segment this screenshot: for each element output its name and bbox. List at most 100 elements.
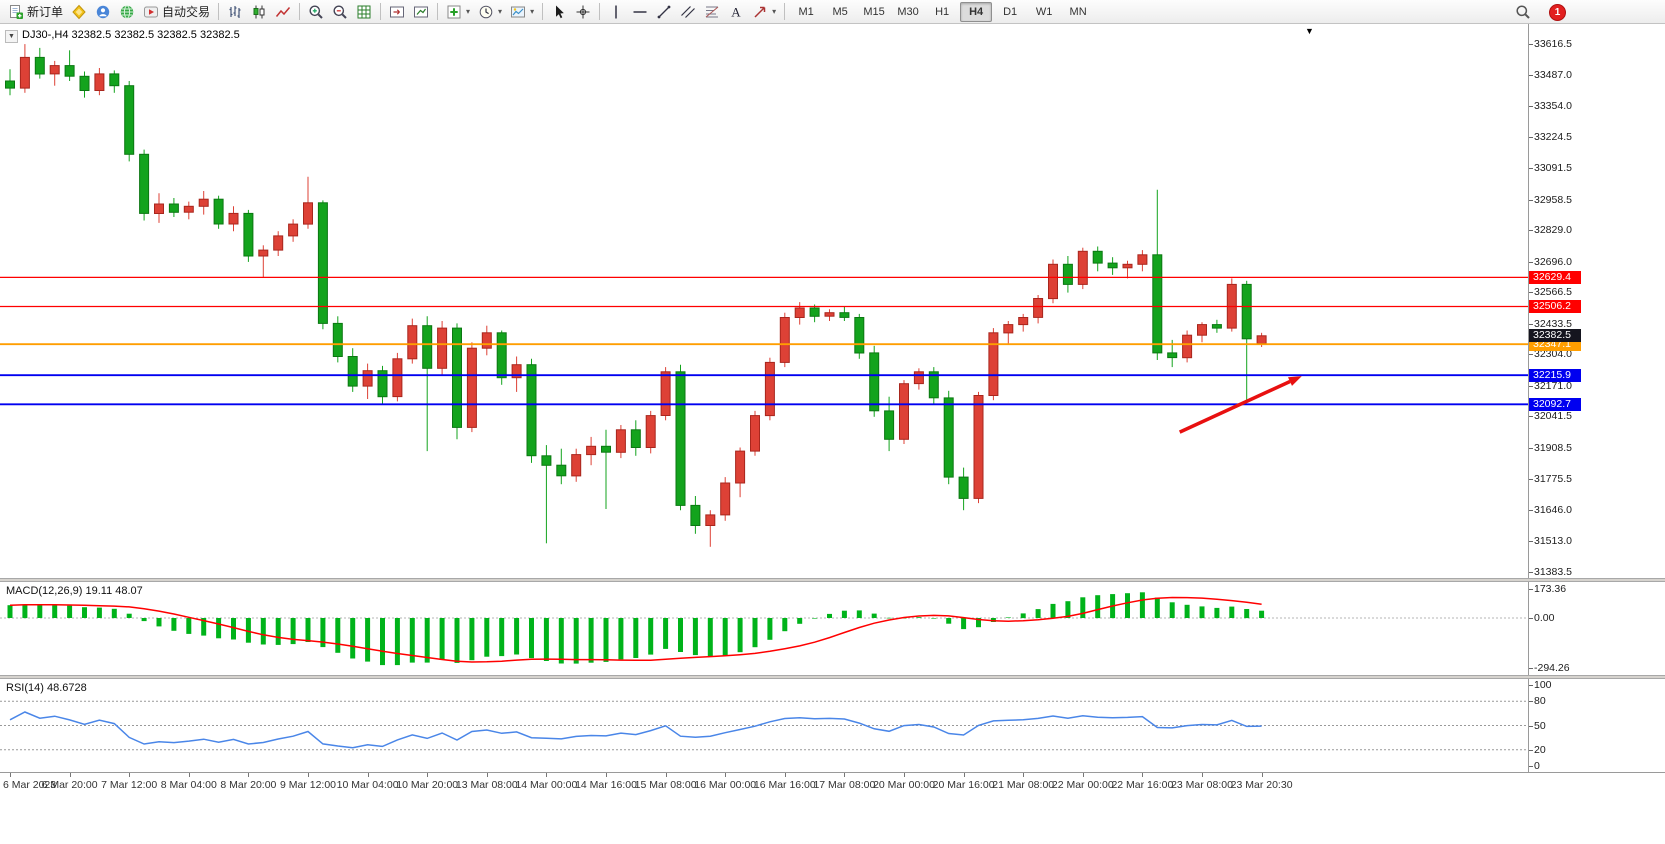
time-tick-label: 9 Mar 12:00: [279, 779, 337, 791]
trend-line-icon: [656, 4, 672, 20]
pane-separator[interactable]: [0, 675, 1665, 679]
axis-tickmark: [1529, 479, 1533, 481]
fibonacci-icon: [704, 4, 720, 20]
hline-price-label[interactable]: 32506.2: [1529, 300, 1581, 314]
rsi-level-label: 100: [1534, 679, 1552, 691]
text-button[interactable]: A: [724, 1, 748, 23]
metaeditor-button[interactable]: [67, 1, 91, 23]
search-button[interactable]: [1511, 1, 1535, 23]
channel-button[interactable]: [676, 1, 700, 23]
time-tick-label: 23 Mar 20:30: [1230, 779, 1293, 791]
toolbar-right: 1: [1511, 0, 1570, 24]
community-button[interactable]: [115, 1, 139, 23]
zoom-in-icon: [308, 4, 324, 20]
zoom-in-button[interactable]: [304, 1, 328, 23]
timeframe-m1-button[interactable]: M1: [798, 5, 814, 18]
crosshair-button[interactable]: [571, 1, 595, 23]
templates-button[interactable]: ▾: [506, 1, 538, 23]
timeframe-m5-button[interactable]: M5: [832, 5, 848, 18]
rsi-level-label: 0: [1534, 760, 1540, 772]
rsi-chart[interactable]: [0, 679, 1528, 772]
cursor-icon: [551, 4, 567, 20]
auto-scroll-button[interactable]: [409, 1, 433, 23]
axis-tickmark: [1529, 230, 1533, 232]
vline-button[interactable]: [604, 1, 628, 23]
time-tickmark: [1023, 773, 1025, 777]
axis-tickmark: [1529, 416, 1533, 418]
arrows-button[interactable]: ▾: [748, 1, 780, 23]
time-axis[interactable]: 6 Mar 2023 6 Mar 20:00 7 Mar 12:00 8 Mar 04…: [0, 772, 1665, 799]
timeframe-mn-button[interactable]: MN: [1069, 5, 1087, 18]
rsi-pane[interactable]: RSI(14) 48.6728: [0, 679, 1528, 772]
scroll-end-marker-icon[interactable]: ▼: [1305, 26, 1314, 36]
accounts-button[interactable]: [91, 1, 115, 23]
time-tickmark: [963, 773, 965, 777]
autotrade-button[interactable]: 自动交易: [139, 1, 214, 23]
trendline-button[interactable]: [652, 1, 676, 23]
fibo-button[interactable]: [700, 1, 724, 23]
toolbar-separator: [599, 3, 601, 20]
macd-chart[interactable]: [0, 582, 1528, 675]
notification-badge: 1: [1549, 3, 1566, 21]
pane-separator[interactable]: [0, 578, 1665, 582]
timeframe-w1-button[interactable]: W1: [1035, 5, 1053, 18]
time-tickmark: [725, 773, 727, 777]
time-tick-label: 16 Mar 00:00: [694, 779, 757, 791]
candle-chart-button[interactable]: [247, 1, 271, 23]
price-chart-pane[interactable]: ▼ DJ30-,H4 32382.5 32382.5 32382.5 32382…: [0, 24, 1528, 578]
dropdown-caret-icon: ▾: [772, 7, 777, 16]
time-tick-label: 20 Mar 00:00: [873, 779, 935, 791]
time-tickmark: [546, 773, 548, 777]
chart-shift-icon: [389, 4, 405, 20]
indicators-button[interactable]: ▾: [442, 1, 474, 23]
toolbar-separator: [437, 3, 439, 20]
autotrade-icon: [143, 4, 159, 20]
timeframe-m30-button[interactable]: M30: [897, 5, 919, 18]
hline-price-label[interactable]: 32092.7: [1529, 397, 1581, 411]
candlestick-chart[interactable]: [0, 24, 1528, 578]
time-tickmark: [248, 773, 250, 777]
tile-windows-button[interactable]: [352, 1, 376, 23]
search-icon: [1515, 4, 1531, 20]
price-axis[interactable]: 33616.5 33487.0 33354.0 33224.5 33091.5 32958…: [1528, 24, 1665, 578]
chart-shift-button[interactable]: [385, 1, 409, 23]
macd-zero-label: 0.00: [1534, 612, 1555, 625]
axis-tickmark: [1529, 199, 1533, 201]
dropdown-caret-icon: ▾: [530, 7, 535, 16]
hline-button[interactable]: [628, 1, 652, 23]
time-tickmark: [10, 773, 11, 777]
axis-tickmark: [1529, 74, 1533, 76]
hline-price-label[interactable]: 32215.9: [1529, 368, 1581, 382]
vertical-line-icon: [608, 4, 624, 20]
time-tick-label: 20 Mar 16:00: [932, 779, 995, 791]
timeframe-h4-button[interactable]: H4: [960, 1, 993, 22]
zoom-out-button[interactable]: [328, 1, 352, 23]
chart-menu-caret-icon[interactable]: ▼: [5, 30, 18, 43]
periods-button[interactable]: ▾: [474, 1, 506, 23]
price-tick-label: 31513.0: [1534, 535, 1572, 548]
time-tick-label: 8 Mar 04:00: [160, 779, 217, 791]
timeframe-m15-button[interactable]: M15: [863, 5, 885, 18]
timeframe-h1-button[interactable]: H1: [935, 5, 950, 18]
time-tickmark: [1082, 773, 1084, 777]
axis-tickmark: [1529, 168, 1533, 170]
timeframe-d1-button[interactable]: D1: [1003, 5, 1018, 18]
hline-price-label[interactable]: 32629.4: [1529, 270, 1581, 284]
price-tick-label: 33487.0: [1534, 68, 1572, 81]
time-tick-label: 17 Mar 08:00: [813, 779, 876, 791]
macd-pane[interactable]: MACD(12,26,9) 19.11 48.07: [0, 582, 1528, 675]
zoom-out-icon: [332, 4, 348, 20]
axis-tickmark: [1529, 749, 1533, 751]
time-tick-label: 23 Mar 08:00: [1171, 779, 1233, 791]
price-tick-label: 32696.0: [1534, 255, 1572, 268]
line-chart-button[interactable]: [271, 1, 295, 23]
rsi-label: RSI(14) 48.6728: [6, 682, 87, 694]
new-order-button[interactable]: 新订单: [4, 1, 67, 23]
bar-chart-button[interactable]: [223, 1, 247, 23]
cursor-button[interactable]: [547, 1, 571, 23]
price-tick-label: 33616.5: [1534, 38, 1572, 50]
time-tickmark: [1261, 773, 1263, 777]
price-tick-label: 32171.0: [1534, 379, 1572, 392]
macd-label: MACD(12,26,9) 19.11 48.07: [6, 585, 143, 597]
notifications-button[interactable]: 1: [1545, 1, 1570, 23]
